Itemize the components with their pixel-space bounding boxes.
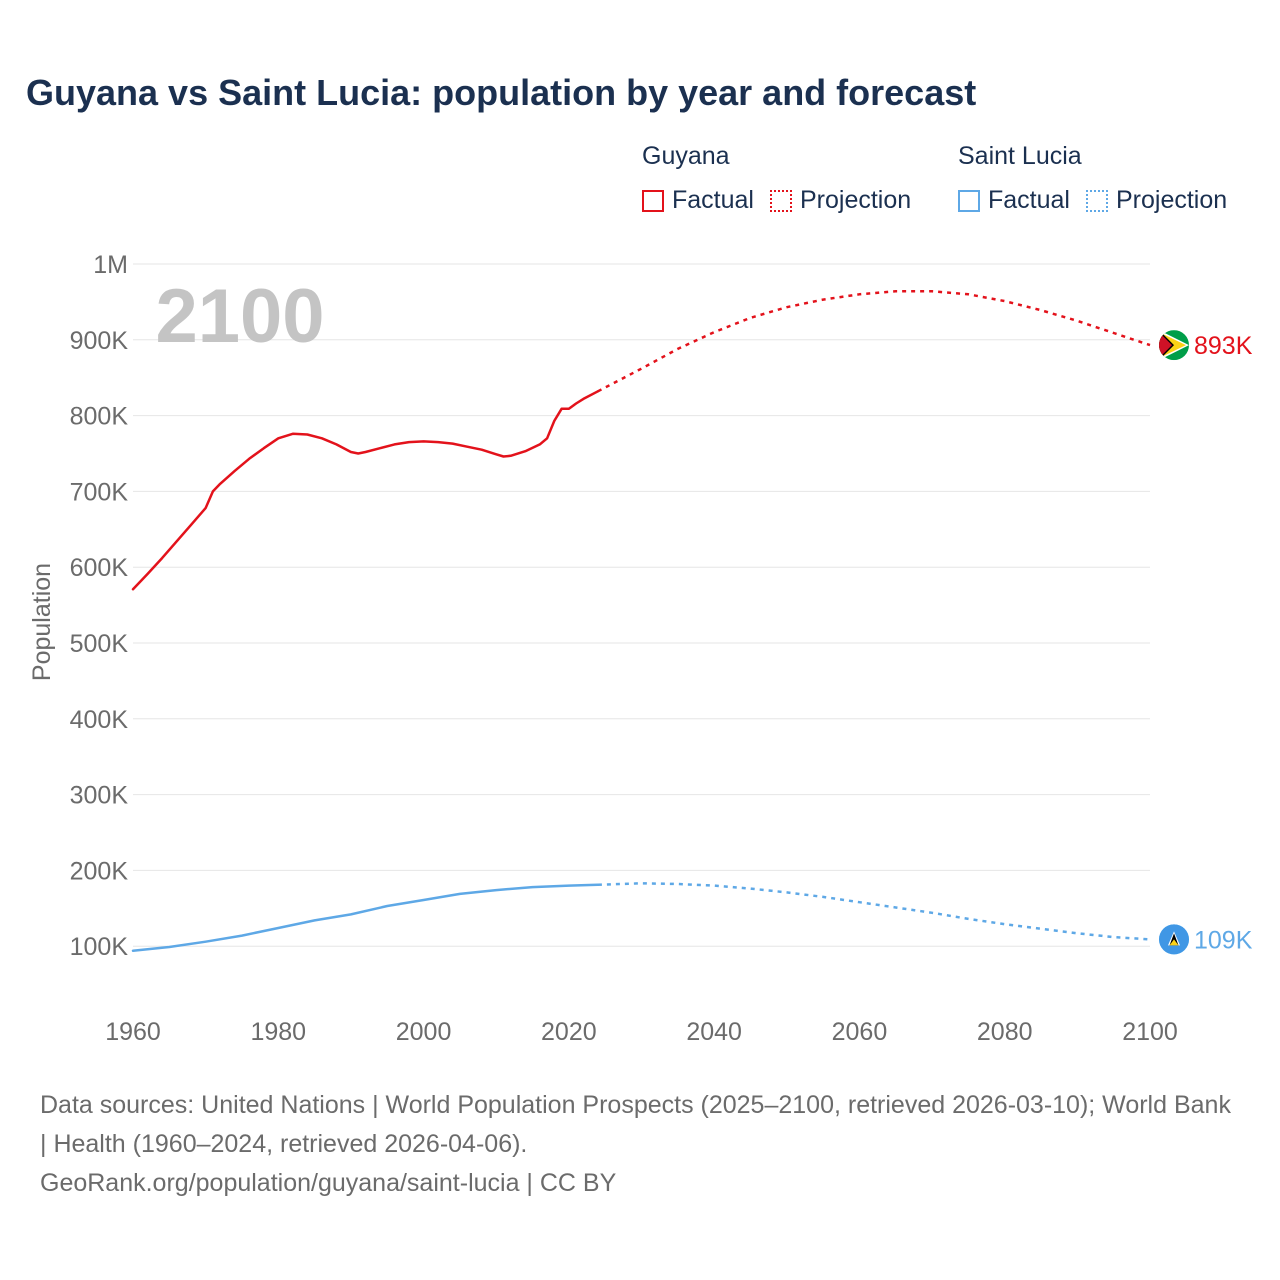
- x-tick-label: 2040: [686, 1018, 742, 1046]
- y-tick-label: 800K: [70, 403, 129, 431]
- legend-swatch-saint-lucia-projection: [1085, 189, 1108, 212]
- saint-lucia-flag-icon: [1159, 924, 1189, 955]
- x-tick-label: 2100: [1122, 1018, 1178, 1046]
- legend-swatch-guyana-factual: [642, 189, 664, 212]
- legend-group-saint-lucia: Saint Lucia Factual Projection: [958, 142, 1243, 215]
- legend-group-guyana: Guyana Factual Projection: [642, 142, 927, 215]
- legend-label-saint-lucia-projection: Projection: [1115, 186, 1228, 214]
- series-line-guyana-factual[interactable]: [131, 390, 600, 591]
- y-tick-label: 1M: [93, 251, 128, 279]
- series-layer: [131, 290, 1151, 952]
- series-line-saint-lucia-projection[interactable]: [597, 882, 1151, 941]
- x-tick-label: 1960: [105, 1018, 161, 1046]
- end-markers: 893K 109K: [1159, 330, 1253, 955]
- y-tick-label: 300K: [70, 782, 129, 810]
- y-tick-label: 700K: [70, 478, 129, 506]
- legend-label-guyana-projection: Projection: [799, 186, 912, 214]
- end-label-saint-lucia: 109K: [1194, 926, 1253, 954]
- x-tick-label: 1980: [250, 1018, 306, 1046]
- grid-lines: [133, 263, 1150, 947]
- y-tick-label: 400K: [70, 706, 129, 734]
- y-axis-ticks: 100K 200K 300K 400K 500K 600K 700K 800K 900K 1M: [70, 251, 129, 961]
- year-watermark: 2100: [155, 274, 324, 359]
- guyana-flag-icon: [1159, 330, 1189, 361]
- legend-label-guyana-factual: Factual: [672, 186, 754, 214]
- legend-item-saint-lucia-projection[interactable]: Projection: [1085, 186, 1228, 215]
- legend-item-guyana-factual[interactable]: Factual: [642, 186, 754, 215]
- legend-heading-saint-lucia: Saint Lucia: [958, 142, 1082, 170]
- legend-item-guyana-projection[interactable]: Projection: [769, 186, 912, 215]
- legend-item-saint-lucia-factual[interactable]: Factual: [958, 186, 1070, 215]
- y-tick-label: 100K: [70, 933, 129, 961]
- legend-swatch-saint-lucia-factual: [958, 189, 980, 212]
- y-tick-label: 500K: [70, 630, 129, 658]
- legend-label-saint-lucia-factual: Factual: [988, 186, 1070, 214]
- x-tick-label: 2020: [541, 1018, 597, 1046]
- legend-swatch-guyana-projection: [769, 189, 792, 212]
- footer: Data sources: United Nations | World Pop…: [40, 1086, 1240, 1203]
- y-tick-label: 200K: [70, 857, 129, 885]
- x-tick-label: 2080: [977, 1018, 1033, 1046]
- series-line-saint-lucia-factual[interactable]: [131, 883, 600, 952]
- x-tick-label: 2060: [832, 1018, 888, 1046]
- y-axis-label: Population: [28, 563, 56, 681]
- y-tick-label: 900K: [70, 327, 129, 355]
- credit-link[interactable]: GeoRank.org/population/guyana/saint-luci…: [40, 1169, 617, 1197]
- data-sources: Data sources: United Nations | World Pop…: [40, 1091, 1231, 1158]
- y-tick-label: 600K: [70, 554, 129, 582]
- end-label-guyana: 893K: [1194, 332, 1253, 360]
- chart-title: Guyana vs Saint Lucia: population by yea…: [26, 72, 977, 113]
- x-axis-ticks: 1960 1980 2000 2020 2040 2060 2080 2100: [105, 1018, 1178, 1046]
- population-chart: 100K 200K 300K 400K 500K 600K 700K 800K 900K 1M 1…: [28, 251, 1253, 1046]
- x-tick-label: 2000: [396, 1018, 452, 1046]
- legend-heading-guyana: Guyana: [642, 142, 730, 170]
- series-line-guyana-projection[interactable]: [597, 290, 1151, 393]
